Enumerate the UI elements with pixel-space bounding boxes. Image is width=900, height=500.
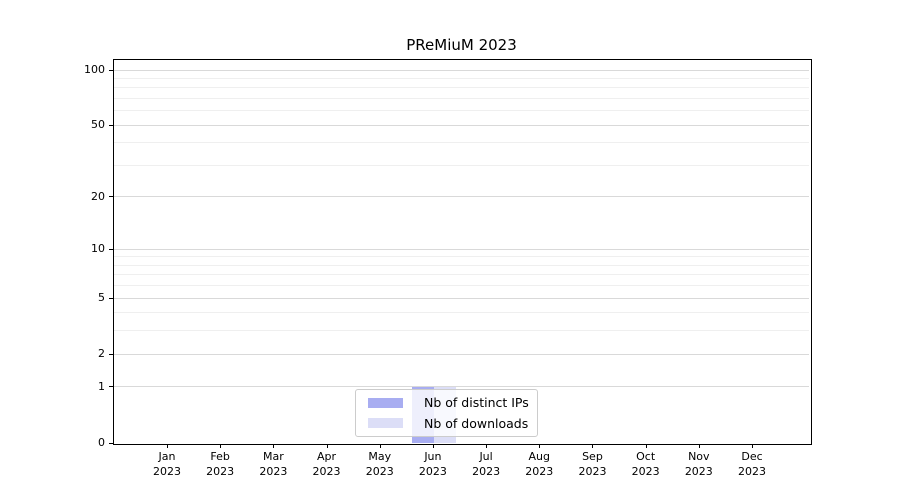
y-tick-label: 10 [91,242,105,256]
x-tick-label: May 2023 [353,449,407,479]
legend: Nb of distinct IPs Nb of downloads [355,389,538,437]
x-tick-year: 2023 [684,465,713,478]
x-tick-month: Mar [262,450,284,463]
x-tick-mark [220,444,222,448]
x-tick-month: Jul [479,450,493,463]
minor-gridline [114,330,809,332]
major-gridline [114,353,809,355]
x-tick-month: Oct [636,450,656,463]
x-tick-year: 2023 [525,465,554,478]
x-tick-month: Jan [158,450,176,463]
y-tick-mark [109,248,113,250]
x-tick-mark [539,444,541,448]
x-tick-label: Dec 2023 [725,449,779,479]
minor-gridline [114,77,809,79]
minor-gridline [114,164,809,166]
y-tick-mark [109,124,113,126]
x-tick-month: Feb [210,450,230,463]
x-tick-label: Feb 2023 [193,449,247,479]
x-tick-mark [379,444,381,448]
minor-gridline [114,87,809,89]
legend-item-distinct-ips: Nb of distinct IPs [368,395,537,410]
major-gridline [114,196,809,198]
y-tick-mark [109,386,113,388]
x-tick-year: 2023 [418,465,447,478]
x-tick-mark [698,444,700,448]
x-tick-mark [326,444,328,448]
minor-gridline [114,264,809,266]
x-tick-mark [752,444,753,448]
legend-swatch-distinct-ips [368,397,403,408]
major-gridline [114,248,809,250]
y-tick-label: 50 [91,118,105,132]
major-gridline [114,386,809,388]
legend-item-downloads: Nb of downloads [368,416,537,431]
x-tick-mark [645,444,647,448]
minor-gridline [114,256,809,258]
x-tick-mark [486,444,488,448]
minor-gridline [114,274,809,276]
x-tick-year: 2023 [365,465,394,478]
x-tick-month: Aug [528,450,550,463]
y-tick-label: 5 [98,291,105,305]
y-tick-label: 100 [84,63,105,76]
x-tick-label: Jun 2023 [406,449,460,479]
x-tick-label: Jul 2023 [459,449,513,479]
y-tick-mark [109,353,113,355]
y-tick-label: 0 [98,436,105,449]
x-tick-mark [167,444,168,448]
x-tick-label: Nov 2023 [672,449,726,479]
legend-label-distinct-ips: Nb of distinct IPs [424,395,529,411]
y-tick-mark [109,442,113,444]
x-tick-label: Aug 2023 [512,449,566,479]
x-tick-month: May [368,450,392,463]
minor-gridline [114,110,809,112]
x-tick-year: 2023 [631,465,660,478]
x-tick-month: Nov [688,450,710,463]
y-tick-mark [109,297,113,299]
minor-gridline [114,142,809,144]
x-tick-mark [273,444,275,448]
x-tick-label: Mar 2023 [246,449,300,479]
x-tick-year: 2023 [312,465,341,478]
x-tick-year: 2023 [206,465,235,478]
x-tick-label: Oct 2023 [619,449,673,479]
x-tick-month: Apr [317,450,337,463]
y-tick-label: 20 [91,189,105,203]
chart-title: PReMiuM 2023 [406,36,517,54]
x-tick-year: 2023 [738,465,766,478]
x-tick-label: Apr 2023 [300,449,354,479]
x-tick-year: 2023 [259,465,288,478]
y-tick-label: 1 [98,379,105,393]
major-gridline [114,297,809,299]
x-tick-label: Sep 2023 [565,449,619,479]
y-tick-label: 2 [98,347,105,361]
legend-swatch-downloads [368,418,403,429]
y-tick-mark [109,69,113,71]
major-gridline [114,69,809,71]
minor-gridline [114,97,809,99]
x-tick-year: 2023 [578,465,607,478]
x-tick-year: 2023 [472,465,501,478]
x-tick-mark [592,444,594,448]
x-tick-label: Jan 2023 [140,449,194,479]
y-tick-mark [109,196,113,198]
x-tick-month: Sep [582,450,603,463]
x-tick-mark [432,444,434,448]
minor-gridline [114,285,809,287]
major-gridline [114,124,809,126]
x-tick-month: Dec [741,450,763,463]
x-tick-month: Jun [424,450,442,463]
legend-label-downloads: Nb of downloads [424,415,529,431]
x-tick-year: 2023 [153,465,181,478]
minor-gridline [114,312,809,314]
